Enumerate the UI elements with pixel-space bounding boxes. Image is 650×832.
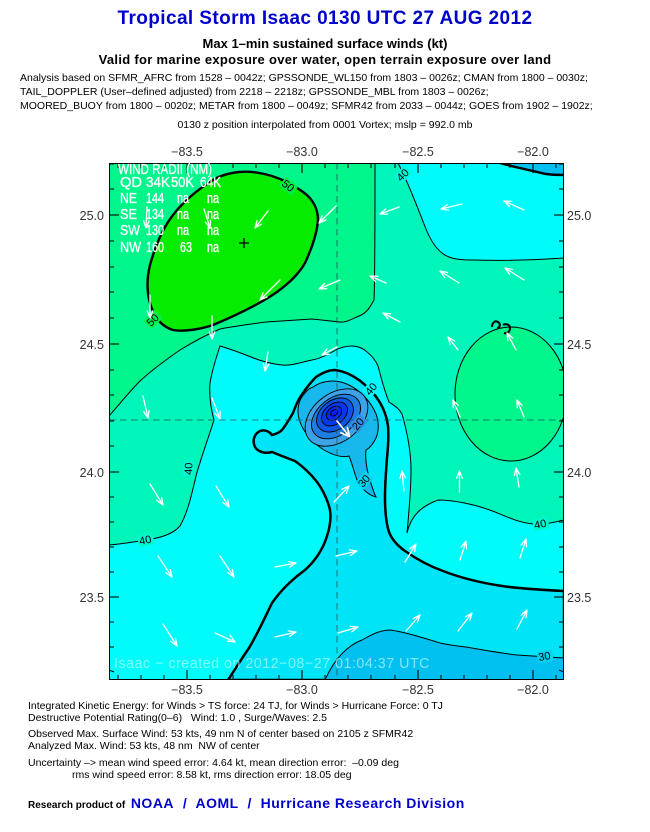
svg-text:40: 40 [183, 462, 195, 475]
svg-text:40: 40 [533, 518, 547, 532]
svg-text:WIND RADII (NM): WIND RADII (NM) [118, 163, 212, 178]
svg-text:50: 50 [279, 178, 296, 195]
svg-text:NE: NE [120, 190, 137, 207]
svg-text:144: 144 [146, 190, 164, 207]
svg-text:na: na [207, 190, 219, 207]
svg-text:50K: 50K [171, 174, 194, 191]
svg-text:na: na [177, 206, 189, 223]
svg-text:na: na [207, 206, 219, 223]
svg-text:na: na [207, 239, 219, 256]
svg-text:SE: SE [120, 206, 137, 223]
svg-text:134: 134 [146, 206, 164, 223]
svg-text:SW: SW [120, 222, 141, 239]
svg-text:40: 40 [138, 534, 152, 548]
svg-text:130: 130 [146, 222, 164, 239]
svg-text:64K: 64K [200, 174, 221, 191]
svg-text:63: 63 [180, 239, 192, 256]
svg-text:QD: QD [120, 174, 142, 191]
svg-text:Isaac − created on 2012−08−27: Isaac − created on 2012−08−27 01:04:37 U… [114, 656, 430, 672]
svg-text:NW: NW [120, 239, 142, 256]
svg-text:34K: 34K [146, 174, 170, 191]
svg-text:160: 160 [146, 239, 164, 256]
svg-text:na: na [177, 222, 189, 239]
svg-text:na: na [177, 190, 189, 207]
svg-text:30: 30 [537, 650, 551, 664]
